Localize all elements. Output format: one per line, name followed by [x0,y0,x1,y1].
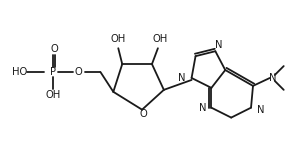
Text: P: P [50,67,56,77]
Text: N: N [199,103,206,113]
Text: N: N [178,73,186,83]
Text: N: N [214,40,222,50]
Text: O: O [75,67,83,77]
Text: OH: OH [45,90,60,100]
Text: N: N [269,73,277,83]
Text: N: N [257,105,264,115]
Text: OH: OH [152,34,168,44]
Text: O: O [50,44,58,54]
Text: OH: OH [111,34,126,44]
Text: O: O [139,109,147,119]
Text: HO: HO [12,67,27,77]
